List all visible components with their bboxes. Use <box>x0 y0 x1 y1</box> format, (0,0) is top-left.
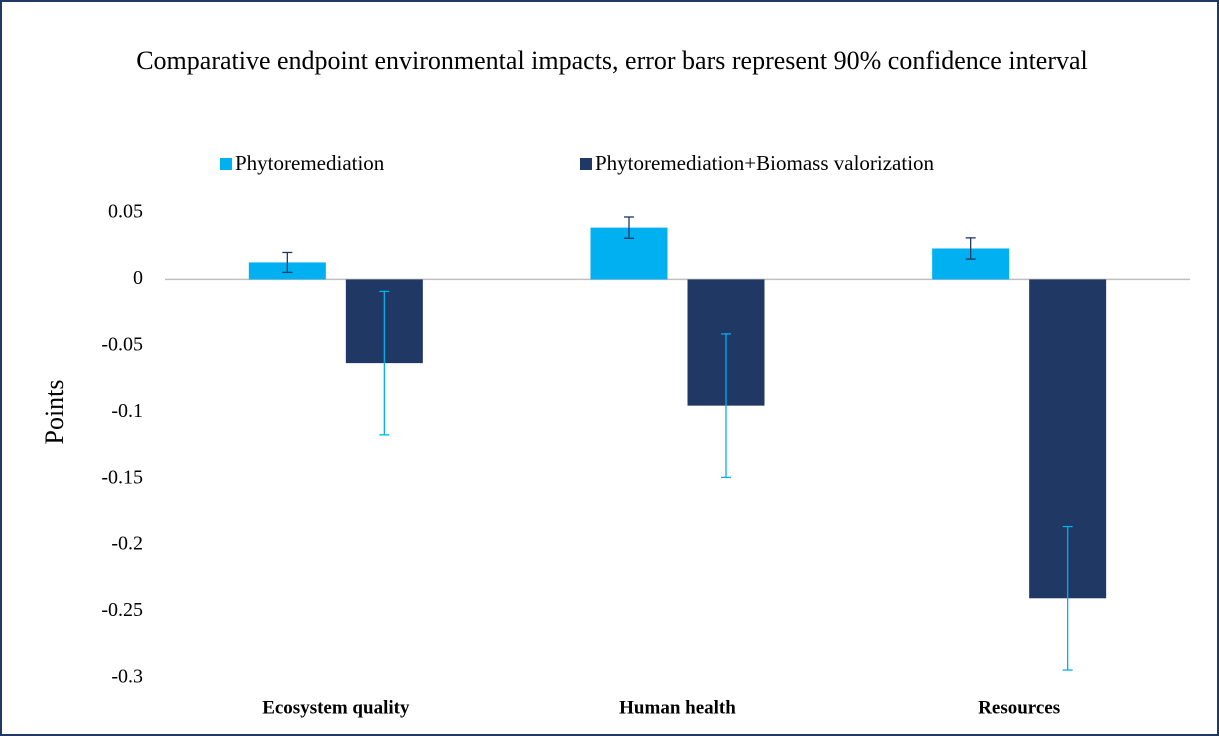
x-tick-label: Ecosystem quality <box>262 697 410 718</box>
y-tick-label: -0.25 <box>101 599 143 621</box>
y-tick-label: 0 <box>133 267 143 289</box>
x-tick-label: Human health <box>619 697 736 718</box>
legend-swatch <box>220 158 232 170</box>
y-tick-label: 0.05 <box>108 201 143 223</box>
legend-label: Phytoremediation <box>235 151 385 175</box>
y-tick-label: -0.15 <box>101 466 143 488</box>
y-axis-label: Points <box>40 379 69 444</box>
x-tick-label: Resources <box>978 697 1060 718</box>
legend-swatch <box>580 158 592 170</box>
y-tick-label: -0.05 <box>101 333 143 355</box>
legend-label: Phytoremediation+Biomass valorization <box>595 151 935 175</box>
y-tick-label: -0.1 <box>111 400 143 422</box>
y-tick-label: -0.2 <box>111 533 143 555</box>
y-tick-label: -0.3 <box>111 666 143 688</box>
chart-title: Comparative endpoint environmental impac… <box>136 46 1088 75</box>
